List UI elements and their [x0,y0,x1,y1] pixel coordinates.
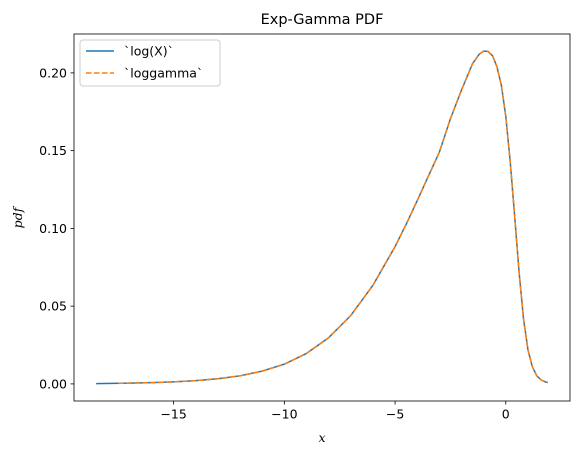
legend-label-loggamma: `loggamma` [124,66,203,81]
y-axis-ticks: 0.00 0.05 0.10 0.15 0.20 [39,65,74,391]
x-axis-ticks: −15 −10 −5 0 [160,401,510,422]
legend: `log(X)` `loggamma` [79,39,221,87]
y-axis-label: pdf [10,205,25,228]
x-tick-label-3: 0 [502,407,510,422]
plot-frame [73,33,571,402]
series-line-1 [118,50,549,385]
y-tick-label-3: 0.15 [39,143,67,158]
legend-box [79,39,221,87]
chart-title: Exp-Gamma PDF [261,12,384,28]
y-tick-label-4: 0.20 [39,65,67,80]
x-tick-label-1: −10 [271,407,297,422]
legend-label-log-x: `log(X)` [124,44,174,59]
series-layer [96,50,549,385]
x-axis-label: x [318,430,325,445]
x-tick-label-0: −15 [160,407,186,422]
y-tick-label-2: 0.10 [39,221,67,236]
plot-background [74,34,570,401]
x-tick-label-2: −5 [386,407,404,422]
y-tick-label-1: 0.05 [39,299,67,314]
plot-area [73,33,571,402]
y-tick-label-0: 0.00 [39,376,67,391]
